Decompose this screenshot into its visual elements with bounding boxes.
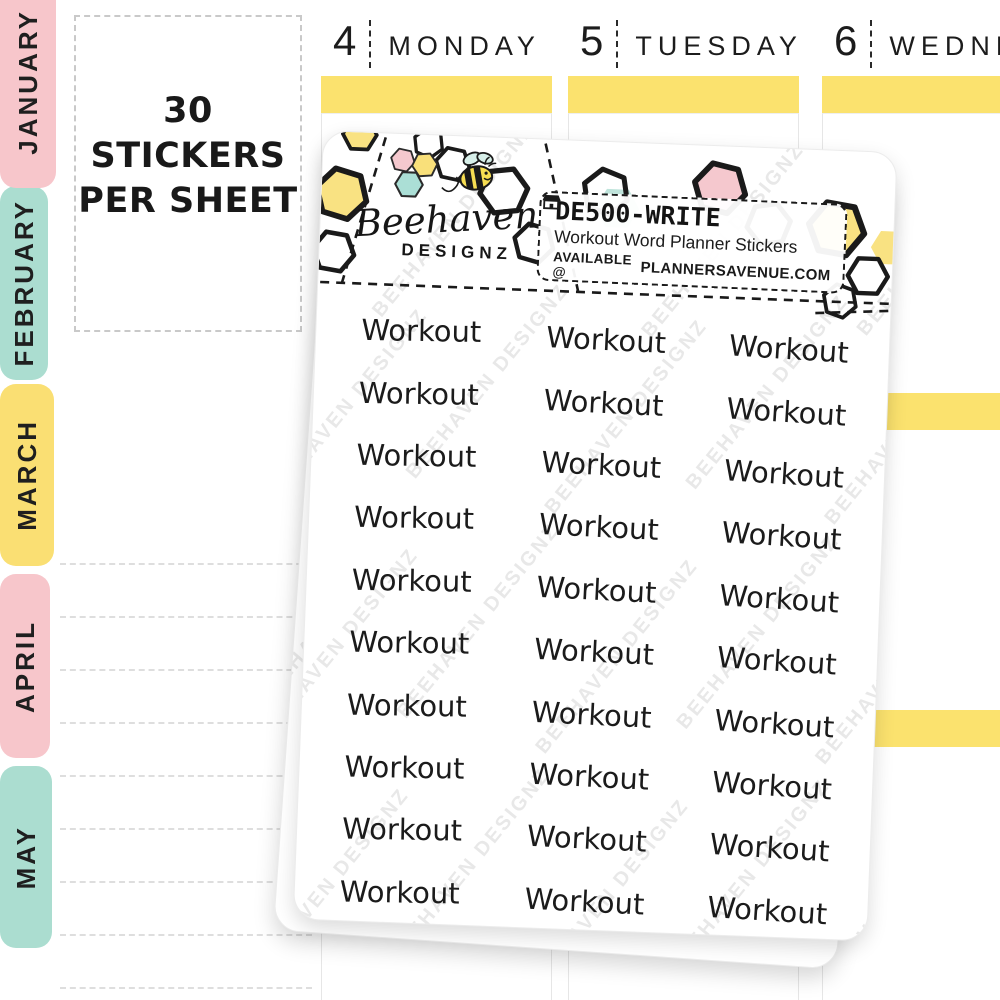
day-separator-line — [369, 20, 372, 68]
sticker-word: Workout — [356, 437, 477, 474]
sticker-word: Workout — [540, 444, 663, 485]
day-header: 6 WEDNESDAY — [834, 20, 1000, 68]
bee-icon — [441, 151, 497, 193]
ruled-line — [60, 881, 312, 883]
month-tab-february: FEBRUARY — [0, 186, 48, 380]
day-number: 6 — [834, 17, 858, 64]
hexagon-trio-icon — [390, 147, 439, 198]
sticker-word: Workout — [708, 827, 831, 869]
ruled-line — [60, 775, 312, 777]
sticker-word: Workout — [349, 624, 470, 661]
dashed-frame-lines — [320, 137, 891, 315]
highlight-bar — [822, 76, 1000, 113]
highlight-bar — [568, 76, 799, 113]
day-name: WEDNESDAY — [889, 31, 1000, 61]
sticker-word: Workout — [523, 881, 646, 922]
month-tab-label: MARCH — [11, 419, 42, 531]
sticker-word: Workout — [705, 889, 828, 932]
day-header: 5 TUESDAY — [580, 20, 803, 68]
ruled-line — [60, 934, 312, 936]
sticker-word: Workout — [720, 515, 843, 557]
sheet-header: Beehaven DESIGNZ DE500-WRITE Workout Wor… — [317, 131, 898, 338]
sticker-word: Workout — [535, 569, 658, 610]
month-tab-label: FEBRUARY — [8, 199, 39, 367]
sticker-word: Workout — [526, 818, 648, 859]
sticker-word: Workout — [339, 874, 461, 911]
ruled-line — [60, 722, 312, 724]
sticker-word: Workout — [344, 749, 465, 786]
sticker-word: Workout — [713, 702, 835, 745]
sticker-word: Workout — [353, 500, 475, 537]
sticker-word: Workout — [341, 811, 463, 848]
sticker-word: Workout — [710, 764, 833, 807]
day-number: 4 — [333, 17, 357, 64]
storefront-icon — [542, 194, 561, 210]
month-tab-may: MAY — [0, 766, 52, 948]
sticker-word: Workout — [545, 320, 667, 361]
sticker-word: Workout — [717, 577, 840, 620]
sticker-word: Workout — [722, 453, 845, 495]
brand-name-script: Beehaven — [353, 193, 540, 246]
sticker-word: Workout — [725, 390, 847, 433]
product-label-box: DE500-WRITE Workout Word Planner Sticker… — [536, 190, 848, 294]
month-tab-march: MARCH — [0, 384, 54, 566]
availability-site: PLANNERSAVENUE.COM — [640, 259, 832, 285]
availability-row: AVAILABLE @ PLANNERSAVENUE.COM — [542, 194, 832, 291]
sticker-sheet: BEEHAVEN DESIGNZ BEEHAVEN DESIGNZ BEEHAV… — [292, 130, 898, 942]
day-number: 5 — [580, 17, 604, 64]
ruled-line — [60, 616, 312, 618]
day-name: MONDAY — [388, 31, 541, 61]
sticker-word: Workout — [531, 694, 653, 735]
sticker-count-note-box: 30 STICKERS PER SHEET — [74, 15, 302, 332]
sticker-word: Workout — [361, 313, 482, 350]
day-name: TUESDAY — [635, 31, 803, 61]
month-tab-april: APRIL — [0, 574, 50, 758]
sticker-word: Workout — [358, 375, 480, 412]
ruled-line — [60, 669, 312, 671]
sticker-word: Workout — [351, 562, 473, 599]
month-tab-label: APRIL — [9, 619, 40, 713]
month-tab-label: JANUARY — [12, 9, 43, 155]
availability-prefix: AVAILABLE @ — [552, 248, 633, 280]
month-tab-label: MAY — [10, 824, 41, 890]
month-tab-january: JANUARY — [0, 0, 56, 188]
sticker-word: Workout — [538, 507, 660, 548]
sticker-word: Workout — [528, 756, 651, 797]
brand-name-caps: DESIGNZ — [401, 240, 513, 264]
ruled-line — [60, 563, 312, 565]
highlight-bar — [321, 76, 552, 113]
day-header: 4 MONDAY — [333, 20, 541, 68]
ruled-line — [60, 828, 312, 830]
sticker-grid: Workout Workout Workout Workout Workout … — [304, 296, 883, 941]
sticker-word: Workout — [533, 631, 655, 672]
day-separator-line — [870, 20, 873, 68]
brand-logo: Beehaven DESIGNZ — [352, 147, 547, 282]
sticker-word: Workout — [727, 328, 850, 370]
sticker-word: Workout — [346, 687, 468, 724]
sticker-word: Workout — [715, 640, 838, 682]
day-separator-line — [616, 20, 619, 68]
sticker-count-note: 30 STICKERS PER SHEET — [78, 91, 298, 221]
sticker-word: Workout — [542, 382, 665, 423]
hexagon-pattern — [317, 131, 898, 323]
ruled-line — [60, 987, 312, 989]
